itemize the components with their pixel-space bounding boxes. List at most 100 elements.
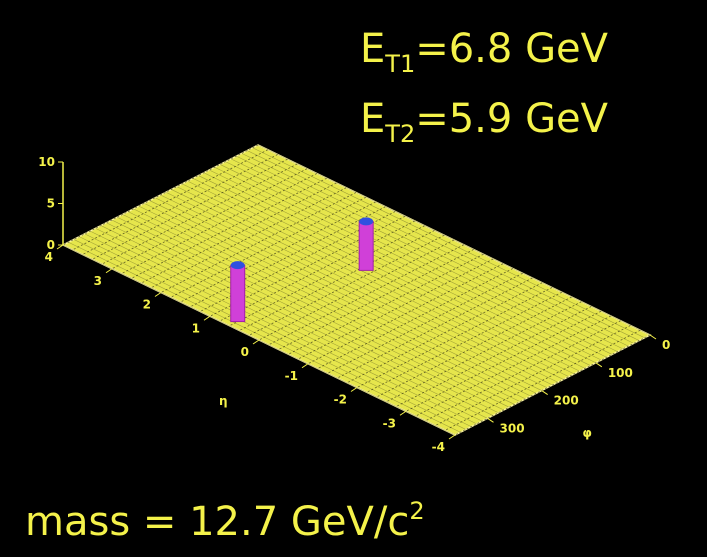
eta-tick (154, 292, 162, 297)
grid-line-phi (171, 189, 564, 380)
grid-line-eta (425, 320, 621, 422)
grid-line-eta (415, 315, 611, 417)
grid-line-phi (257, 144, 651, 336)
grid-line-phi (73, 239, 466, 430)
grid-line-phi (154, 197, 548, 389)
grid-line-phi (198, 175, 591, 366)
grid-line-phi (111, 219, 504, 411)
eta-tick-label: -4 (432, 440, 445, 454)
eta-tick (448, 434, 456, 440)
z-tick-label: 10 (38, 155, 55, 169)
grid-line-eta (72, 149, 268, 251)
phi-tick-label: 200 (554, 394, 579, 408)
grid-line-eta (170, 196, 366, 298)
grid-line-phi (95, 228, 488, 419)
grid-line-eta (121, 173, 317, 274)
et2-sub: T2 (384, 120, 415, 148)
grid-line-phi (187, 180, 580, 372)
grid-line-eta (268, 244, 464, 346)
grid-line-phi (117, 216, 510, 408)
grid-line-eta (102, 163, 298, 265)
eta-axis-label: η (219, 394, 228, 408)
eta-tick (252, 339, 260, 345)
phi-tick (595, 362, 603, 368)
grid-line-eta (258, 239, 455, 341)
tower (230, 264, 246, 323)
grid-line-eta (356, 287, 553, 388)
eta-tick-label: 1 (192, 321, 200, 335)
z-tick-label: 0 (47, 238, 55, 252)
grid-line-eta (160, 192, 357, 293)
grid-line-phi (214, 166, 607, 358)
grid-line-phi (165, 191, 559, 383)
grid-line-eta (307, 263, 504, 365)
phi-tick-label: 300 (500, 421, 525, 435)
phi-tick (649, 334, 657, 340)
phi-tick-label: 0 (662, 338, 670, 352)
grid-line-eta (386, 301, 582, 403)
grid-line-phi (203, 172, 596, 364)
eta-tick (105, 268, 113, 274)
grid-line-phi (138, 205, 531, 397)
grid-line-phi (160, 194, 553, 386)
grid-line-phi (247, 150, 640, 341)
grid-line-phi (84, 233, 477, 425)
grid-line-phi (100, 225, 494, 416)
phi-axis-label: φ (583, 426, 592, 440)
eta-tick-label: -3 (383, 416, 396, 430)
grid-line-phi (127, 211, 521, 402)
eta-tick-label: 4 (45, 250, 53, 264)
grid-line-eta (92, 158, 288, 260)
et1-main: E (360, 26, 385, 72)
et1-rest: =6.8 GeV (415, 26, 608, 72)
et2-main: E (360, 96, 385, 142)
z-tick-label: 5 (47, 197, 55, 211)
grid-line-phi (79, 236, 472, 427)
grid-line-eta (131, 177, 327, 279)
grid-line-phi (230, 158, 624, 350)
grid-line-phi (192, 178, 586, 369)
tower-top (230, 261, 245, 270)
grid-line-phi (225, 161, 618, 352)
grid-line-eta (229, 225, 425, 327)
grid-line-eta (435, 325, 631, 426)
grid-line-eta (141, 182, 337, 284)
grid-line-phi (176, 186, 569, 377)
eta-tick-label: 2 (143, 298, 151, 312)
grid-line-phi (68, 241, 461, 433)
et1-sub: T1 (384, 50, 415, 78)
grid-line-eta (317, 268, 513, 369)
grid-line-eta (62, 144, 259, 246)
grid-line-phi (144, 203, 537, 394)
grid-line-phi (122, 214, 515, 405)
grid-line-eta (396, 306, 592, 407)
mass-main: mass = 12.7 GeV/c (25, 499, 409, 545)
eta-tick-label: 0 (241, 345, 249, 359)
eta-tick (301, 363, 309, 369)
grid-line-phi (236, 155, 629, 347)
et2-annotation: ET2=5.9 GeV (360, 96, 609, 148)
grid-line-eta (219, 220, 415, 322)
eta-tick (56, 244, 64, 250)
grid-line-eta (454, 334, 651, 436)
grid-line-eta (405, 310, 602, 412)
grid-line-eta (288, 253, 484, 355)
mass-annotation: mass = 12.7 GeV/c2 (25, 497, 425, 545)
tower (358, 220, 374, 271)
grid-line-phi (241, 153, 634, 344)
mass-sup: 2 (409, 497, 424, 525)
grid-line-eta (337, 277, 533, 379)
grid-line-eta (366, 291, 562, 393)
grid-line-eta (376, 296, 572, 398)
grid-line-eta (111, 168, 308, 270)
grid-line-phi (219, 164, 613, 355)
grid-line-phi (252, 147, 645, 339)
grid-line-phi (182, 183, 575, 375)
grid-line-eta (82, 154, 278, 255)
et1-annotation: ET1=6.8 GeV (360, 26, 609, 78)
tower-top (359, 217, 374, 226)
et2-rest: =5.9 GeV (415, 96, 608, 142)
grid-line-eta (327, 272, 523, 374)
